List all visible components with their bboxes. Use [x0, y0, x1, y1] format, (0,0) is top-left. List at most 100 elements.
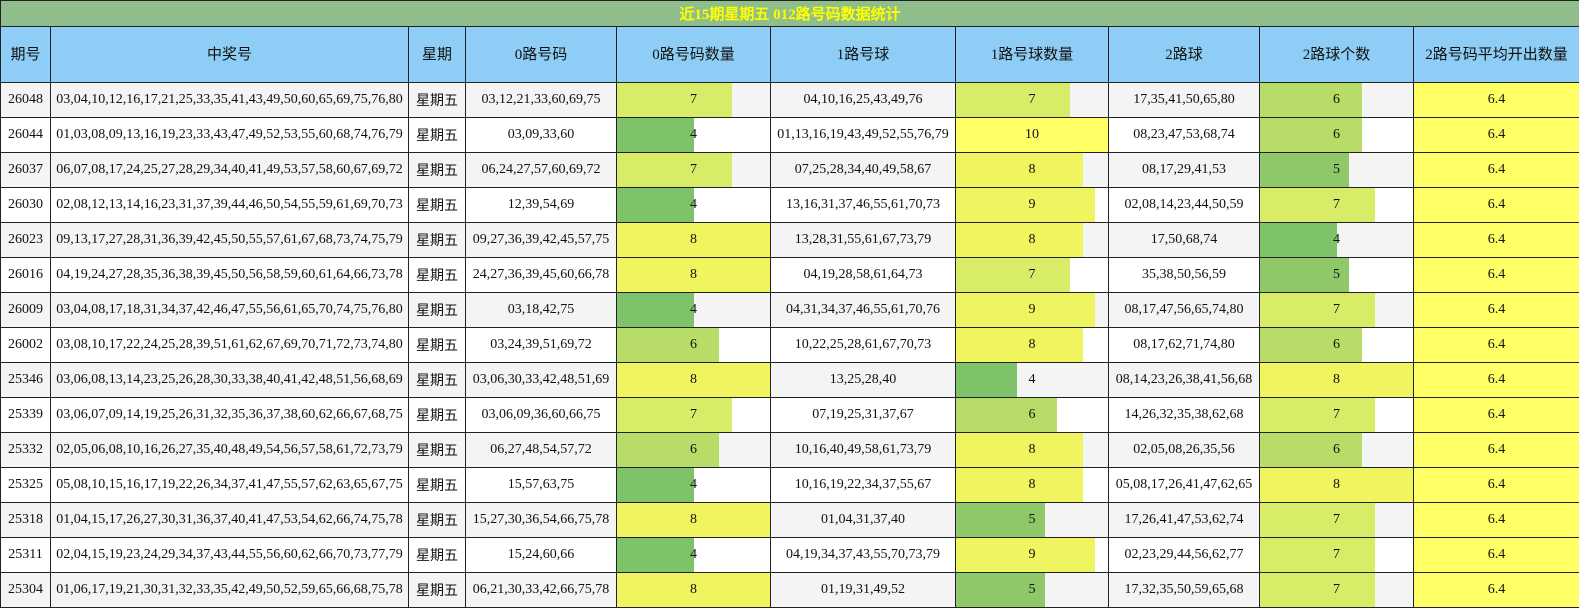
- weekday-cell: 星期五: [408, 537, 466, 573]
- route1-count-cell-bar: [956, 118, 1108, 152]
- route1-count-cell: 9: [955, 187, 1109, 223]
- header-row: 期号 中奖号 星期 0路号码 0路号码数量 1路号球 1路号球数量 2路球 2路…: [0, 26, 1579, 83]
- issue-cell: 26037: [0, 152, 51, 188]
- route1-count-cell-bar: [956, 363, 1017, 397]
- weekday-cell: 星期五: [408, 292, 466, 328]
- table-row: 26009 03,04,08,17,18,31,34,37,42,46,47,55…: [0, 292, 1579, 328]
- route0-numbers-cell: 03,06,30,33,42,48,51,69: [465, 362, 617, 398]
- table-row: 25339 03,06,07,09,14,19,25,26,31,32,35,36…: [0, 397, 1579, 433]
- route0-count-cell: 6: [616, 327, 771, 363]
- route0-numbers-cell: 12,39,54,69: [465, 187, 617, 223]
- route0-count-cell-value: 8: [690, 232, 697, 247]
- route1-count-cell-bar: [956, 223, 1083, 257]
- route2-count-cell-bar: [1260, 223, 1337, 257]
- route2-average-cell: 6.4: [1412, 187, 1579, 223]
- route0-count-cell-value: 8: [690, 512, 697, 527]
- route2-count-cell-bar: [1260, 188, 1375, 222]
- route1-count-cell-value: 8: [1028, 337, 1036, 352]
- route0-numbers-cell: 09,27,36,39,42,45,57,75: [465, 222, 617, 258]
- route0-numbers-cell: 03,24,39,51,69,72: [465, 327, 617, 363]
- issue-cell: 25318: [0, 502, 51, 538]
- route0-count-cell: 7: [616, 397, 771, 433]
- route2-count-cell: 7: [1259, 537, 1414, 573]
- route2-numbers-cell: 17,32,35,50,59,65,68: [1108, 572, 1260, 608]
- route1-count-cell-bar: [956, 293, 1096, 327]
- route0-count-cell: 7: [616, 152, 771, 188]
- route1-numbers-cell: 01,04,31,37,40: [770, 502, 956, 538]
- route2-average-cell: 6.4: [1412, 432, 1579, 468]
- route0-count-cell-value: 4: [690, 477, 697, 492]
- route1-count-cell-bar: [956, 573, 1045, 607]
- route2-count-cell-value: 5: [1333, 162, 1340, 177]
- route1-count-cell-bar: [956, 328, 1083, 362]
- route0-count-cell-bar: [617, 328, 719, 362]
- winning-numbers-cell: 01,03,08,09,13,16,19,23,33,43,47,49,52,5…: [50, 117, 409, 153]
- weekday-cell: 星期五: [408, 432, 466, 468]
- route2-average-cell: 6.4: [1412, 362, 1579, 398]
- route2-average-cell: 6.4: [1412, 257, 1579, 293]
- route0-count-cell: 6: [616, 432, 771, 468]
- issue-cell: 26044: [0, 117, 51, 153]
- route1-count-cell-value: 8: [1028, 232, 1036, 247]
- route1-numbers-cell: 04,19,34,37,43,55,70,73,79: [770, 537, 956, 573]
- route2-numbers-cell: 02,08,14,23,44,50,59: [1108, 187, 1260, 223]
- table-row: 26030 02,08,12,13,14,16,23,31,37,39,44,46…: [0, 187, 1579, 223]
- route2-numbers-cell: 17,26,41,47,53,62,74: [1108, 502, 1260, 538]
- route2-count-cell-bar: [1260, 258, 1350, 292]
- route0-numbers-cell: 03,06,09,36,60,66,75: [465, 397, 617, 433]
- route1-count-cell-value: 7: [1028, 92, 1036, 107]
- route1-count-cell-bar: [956, 538, 1096, 572]
- winning-numbers-cell: 03,08,10,17,22,24,25,28,39,51,61,62,67,6…: [50, 327, 409, 363]
- route2-count-cell: 6: [1259, 432, 1414, 468]
- route2-count-cell: 6: [1259, 117, 1414, 153]
- route0-numbers-cell: 06,24,27,57,60,69,72: [465, 152, 617, 188]
- route1-numbers-cell: 13,16,31,37,46,55,61,70,73: [770, 187, 956, 223]
- route2-count-cell-bar: [1260, 538, 1375, 572]
- route0-count-cell-bar: [617, 363, 770, 397]
- winning-numbers-cell: 01,04,15,17,26,27,30,31,36,37,40,41,47,5…: [50, 502, 409, 538]
- route0-count-cell-bar: [617, 573, 770, 607]
- route1-numbers-cell: 01,19,31,49,52: [770, 572, 956, 608]
- route0-count-cell: 4: [616, 117, 771, 153]
- issue-cell: 25332: [0, 432, 51, 468]
- route2-numbers-cell: 08,14,23,26,38,41,56,68: [1108, 362, 1260, 398]
- route2-count-cell-value: 6: [1333, 92, 1340, 107]
- table-row: 26016 04,19,24,27,28,35,36,38,39,45,50,56…: [0, 257, 1579, 293]
- route2-count-cell-bar: [1260, 363, 1413, 397]
- weekday-cell: 星期五: [408, 187, 466, 223]
- route0-count-cell-bar: [617, 538, 694, 572]
- route1-numbers-cell: 01,13,16,19,43,49,52,55,76,79: [770, 117, 956, 153]
- route1-count-cell: 7: [955, 257, 1109, 293]
- table-body: 26048 03,04,10,12,16,17,21,25,33,35,41,43…: [0, 82, 1579, 608]
- route2-count-cell: 7: [1259, 292, 1414, 328]
- route2-count-cell-value: 4: [1333, 232, 1340, 247]
- header-route2-numbers: 2路球: [1108, 26, 1260, 83]
- route1-count-cell-bar: [956, 153, 1083, 187]
- winning-numbers-cell: 02,08,12,13,14,16,23,31,37,39,44,46,50,5…: [50, 187, 409, 223]
- route1-count-cell-value: 9: [1028, 547, 1036, 562]
- route2-average-cell: 6.4: [1412, 572, 1579, 608]
- weekday-cell: 星期五: [408, 397, 466, 433]
- table-title: 近15期星期五 012路号码数据统计: [0, 0, 1579, 27]
- header-winning-numbers: 中奖号: [50, 26, 409, 83]
- winning-numbers-cell: 04,19,24,27,28,35,36,38,39,45,50,56,58,5…: [50, 257, 409, 293]
- route0-count-cell-bar: [617, 293, 694, 327]
- route0-count-cell: 4: [616, 292, 771, 328]
- route1-count-cell: 9: [955, 537, 1109, 573]
- route1-count-cell-value: 9: [1028, 197, 1036, 212]
- table-row: 25332 02,05,06,08,10,16,26,27,35,40,48,49…: [0, 432, 1579, 468]
- route1-numbers-cell: 10,16,19,22,34,37,55,67: [770, 467, 956, 503]
- route2-numbers-cell: 08,17,47,56,65,74,80: [1108, 292, 1260, 328]
- winning-numbers-cell: 02,05,06,08,10,16,26,27,35,40,48,49,54,5…: [50, 432, 409, 468]
- route2-count-cell: 7: [1259, 187, 1414, 223]
- route2-numbers-cell: 08,17,62,71,74,80: [1108, 327, 1260, 363]
- route0-count-cell-value: 4: [690, 547, 697, 562]
- issue-cell: 25311: [0, 537, 51, 573]
- table-row: 25346 03,06,08,13,14,23,25,26,28,30,33,38…: [0, 362, 1579, 398]
- route0-count-cell-bar: [617, 258, 770, 292]
- route1-count-cell-bar: [956, 83, 1070, 117]
- route0-count-cell: 4: [616, 187, 771, 223]
- table-row: 25325 05,08,10,15,16,17,19,22,26,34,37,41…: [0, 467, 1579, 503]
- weekday-cell: 星期五: [408, 257, 466, 293]
- route2-count-cell-bar: [1260, 468, 1413, 502]
